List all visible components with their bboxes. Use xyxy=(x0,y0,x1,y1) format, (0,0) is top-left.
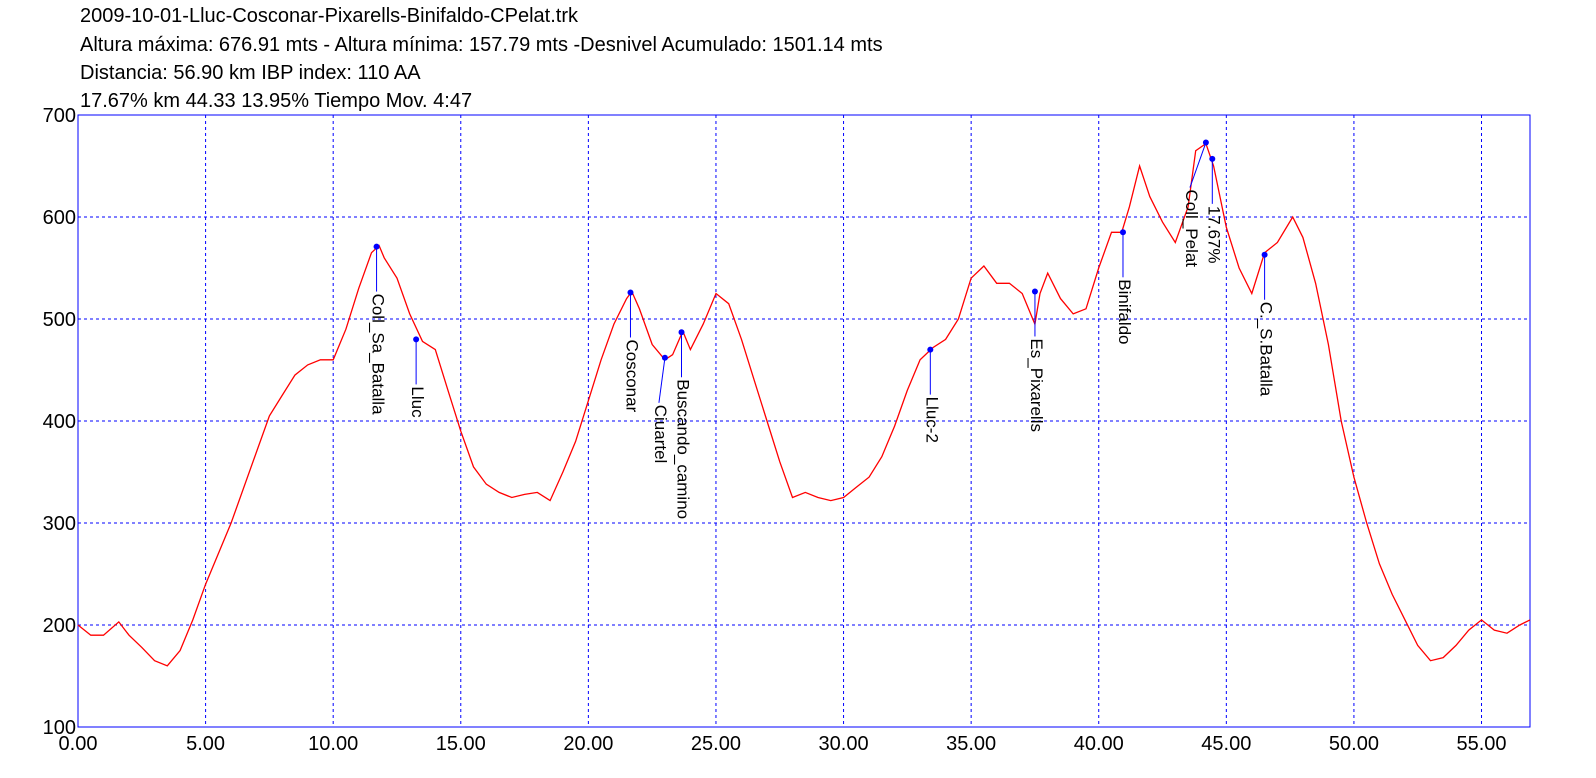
annotation: Distancia: 56.90 km IBP index: 110 AA xyxy=(80,62,421,84)
waypoint-marker xyxy=(678,329,685,336)
y-tick-label: 200 xyxy=(43,615,76,637)
waypoint-label: Binifaldo xyxy=(1115,279,1134,344)
x-tick-label: 5.00 xyxy=(186,733,225,755)
x-tick-label: 45.00 xyxy=(1201,733,1251,755)
waypoint-label: Lluc-2 xyxy=(922,397,941,443)
x-tick-label: 50.00 xyxy=(1329,733,1379,755)
y-tick-label: 500 xyxy=(43,309,76,331)
y-tick-label: 700 xyxy=(43,105,76,127)
y-tick-label: 300 xyxy=(43,513,76,535)
x-tick-label: 55.00 xyxy=(1456,733,1506,755)
waypoint-marker xyxy=(1031,288,1038,295)
waypoint-label: Ciuartel xyxy=(651,405,670,464)
y-tick-label: 600 xyxy=(43,207,76,229)
x-tick-label: 30.00 xyxy=(819,733,869,755)
waypoint-label: Coll_Sa_Batalla xyxy=(369,294,388,416)
waypoint-label: 17.67% xyxy=(1204,206,1223,264)
waypoint-marker xyxy=(1261,251,1268,258)
chart-subtitle: Altura máxima: 676.91 mts - Altura mínim… xyxy=(80,34,883,56)
waypoint-label: Buscando_camino xyxy=(674,379,693,519)
waypoint-leader xyxy=(658,357,666,403)
elevation-line xyxy=(77,142,1531,667)
waypoint-marker xyxy=(1119,229,1126,236)
waypoint-label: C._S.Batalla xyxy=(1257,302,1276,397)
waypoint-marker xyxy=(661,354,668,361)
x-tick-label: 10.00 xyxy=(308,733,358,755)
waypoint-marker xyxy=(927,346,934,353)
waypoint-marker xyxy=(627,289,634,296)
waypoint-label: Cosconar xyxy=(622,339,641,412)
x-tick-label: 0.00 xyxy=(59,733,98,755)
waypoint-marker xyxy=(413,336,420,343)
waypoint-marker xyxy=(1202,139,1209,146)
x-tick-label: 15.00 xyxy=(436,733,486,755)
waypoint-label: Lluc xyxy=(408,386,427,418)
waypoint-marker xyxy=(373,243,380,250)
x-tick-label: 20.00 xyxy=(563,733,613,755)
annotation: 17.67% km 44.33 13.95% Tiempo Mov. 4:47 xyxy=(80,90,472,112)
waypoint-leader xyxy=(1189,142,1207,188)
x-tick-label: 35.00 xyxy=(946,733,996,755)
waypoint-label: Es_Pixarells xyxy=(1027,338,1046,432)
plot-frame xyxy=(77,114,1531,728)
x-tick-label: 25.00 xyxy=(691,733,741,755)
x-tick-label: 40.00 xyxy=(1074,733,1124,755)
y-tick-label: 400 xyxy=(43,411,76,433)
y-tick-label: 100 xyxy=(43,717,76,739)
chart-title: 2009-10-01-Lluc-Cosconar-Pixarells-Binif… xyxy=(80,5,579,27)
waypoint-label: Coll_Pelat xyxy=(1182,190,1201,268)
waypoint-marker xyxy=(1209,155,1216,162)
